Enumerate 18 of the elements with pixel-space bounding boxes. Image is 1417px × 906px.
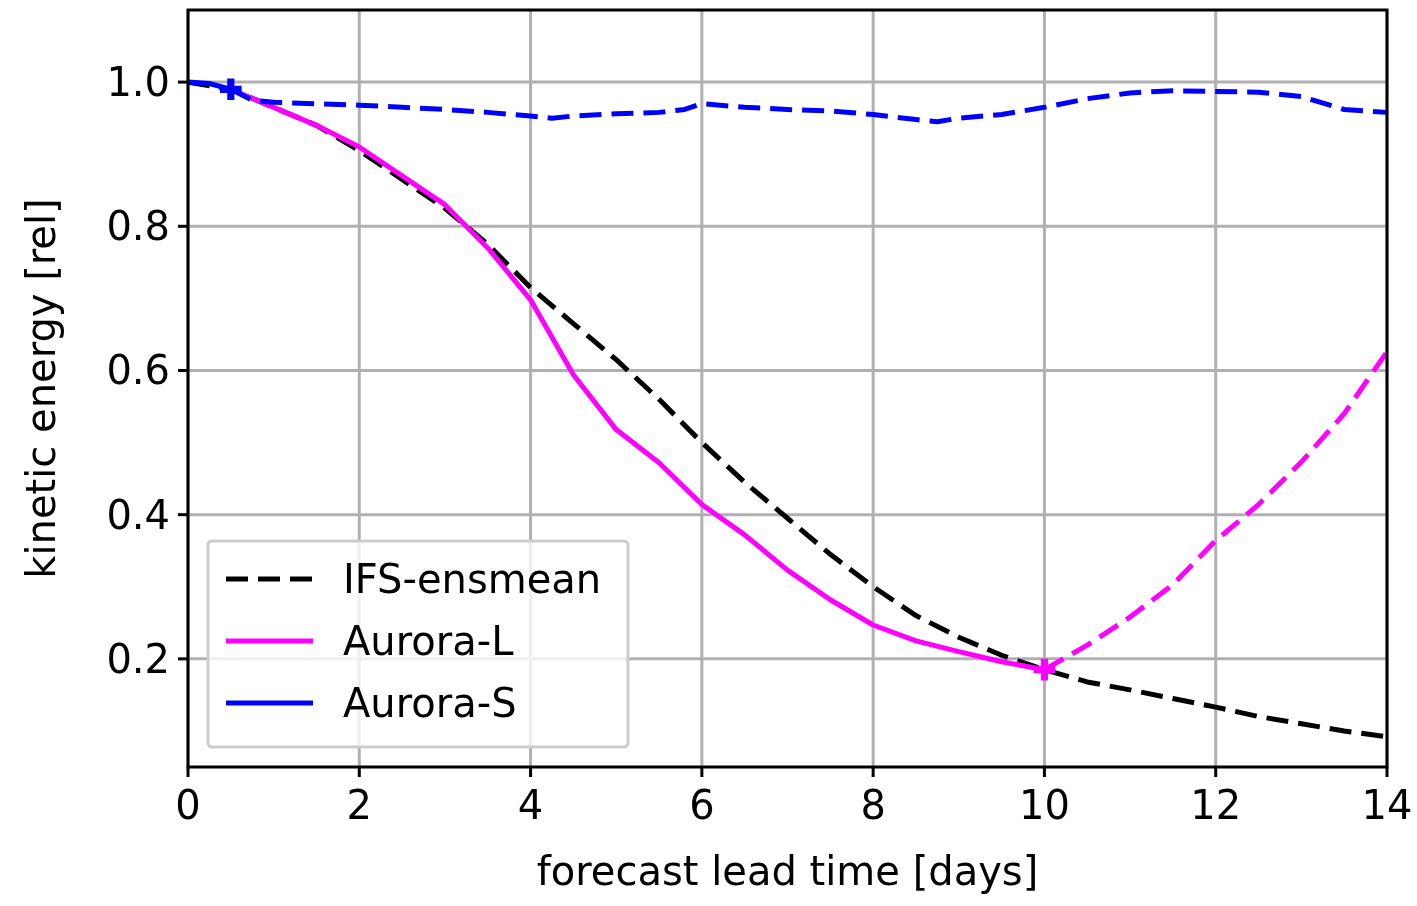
y-tick-label: 0.4 — [106, 491, 170, 538]
x-tick-label: 6 — [689, 782, 715, 828]
y-tick-label: 0.8 — [106, 203, 170, 250]
x-tick-label: 12 — [1190, 782, 1242, 828]
x-tick-label: 10 — [1018, 782, 1070, 828]
legend-label: Aurora-S — [343, 680, 517, 726]
x-tick-label: 4 — [517, 782, 544, 828]
x-axis-title: forecast lead time [days] — [536, 848, 1039, 894]
x-tick-label: 14 — [1361, 782, 1413, 828]
x-tick-label: 2 — [346, 782, 373, 828]
y-tick-label: 0.2 — [106, 635, 170, 682]
legend-label: IFS-ensmean — [343, 556, 602, 602]
y-tick-label: 1.0 — [106, 59, 170, 106]
x-tick-label: 0 — [175, 782, 201, 828]
y-axis-title: kinetic energy [rel] — [18, 198, 64, 579]
y-tick-label: 0.6 — [106, 347, 170, 394]
x-tick-label: 8 — [860, 782, 886, 828]
legend-label: Aurora-L — [343, 618, 515, 664]
